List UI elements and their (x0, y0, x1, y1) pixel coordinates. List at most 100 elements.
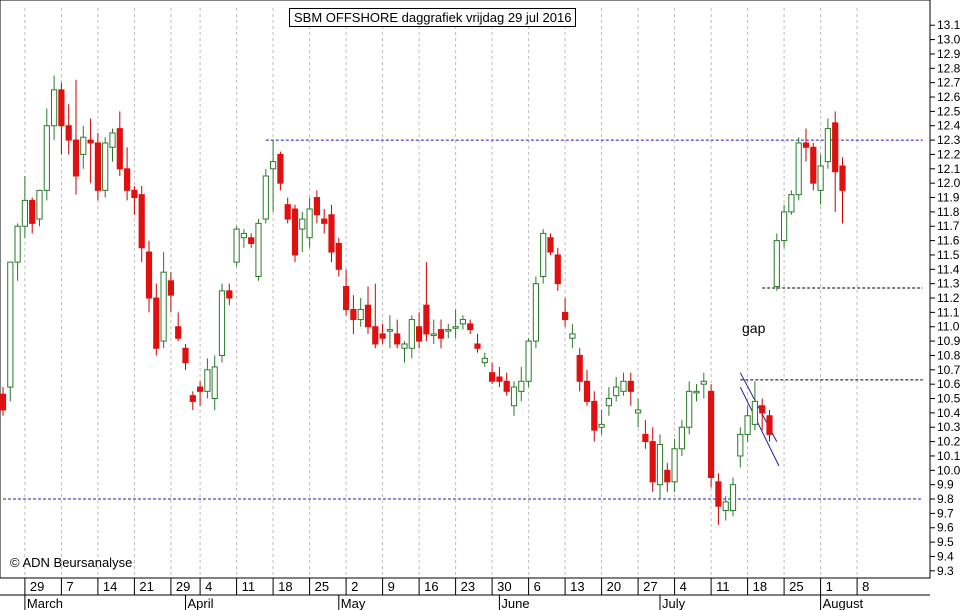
y-tick-label: 11.6 (937, 234, 960, 248)
y-tick-label: 11.0 (937, 320, 960, 334)
month-label: March (27, 596, 63, 610)
x-tick-label: 4 (680, 579, 687, 594)
candle-body (583, 380, 591, 402)
x-tick-label: 27 (643, 579, 657, 594)
candle-body (722, 501, 729, 512)
candle-body (656, 443, 664, 486)
candle-body (80, 136, 87, 155)
x-tick-label: 14 (103, 579, 117, 594)
candle-body (540, 232, 547, 277)
candle-body (233, 228, 240, 263)
candle-body (459, 319, 466, 325)
y-tick-label: 13.1 (937, 18, 961, 32)
y-tick-label: 12.4 (937, 119, 961, 133)
candle-body (255, 222, 262, 277)
y-tick-label: 9.4 (937, 549, 954, 563)
candle-body (145, 251, 153, 299)
candle-body (817, 165, 824, 191)
candle-body (598, 423, 605, 428)
candle-body (386, 329, 393, 332)
candle-body (445, 329, 452, 332)
candle-body (116, 128, 123, 170)
x-tick-label: 25 (315, 579, 329, 594)
candle-body (686, 390, 693, 428)
candle-body (737, 433, 744, 457)
candle-body (43, 125, 50, 191)
x-tick-label: 16 (424, 579, 438, 594)
candle-body (248, 237, 255, 244)
x-tick-label: 1 (826, 579, 833, 594)
candle-body (649, 441, 656, 483)
candle-body (824, 128, 831, 163)
y-tick-label: 11.2 (937, 291, 960, 305)
candle-body (802, 142, 810, 148)
candle-body (759, 405, 766, 414)
candle-body (467, 323, 474, 331)
y-tick-label: 11.7 (937, 219, 960, 233)
candle-body (394, 333, 401, 345)
candle-body (532, 283, 539, 342)
chart-title: SBM OFFSHORE daggrafiek vrijdag 29 jul 2… (289, 8, 577, 27)
candle-body (182, 347, 189, 364)
y-tick-label: 9.5 (937, 535, 954, 549)
y-tick-label: 10.8 (937, 348, 961, 362)
candle-body (226, 290, 233, 299)
candle-body (620, 380, 627, 392)
candle-body (65, 125, 72, 141)
candle-body (715, 481, 722, 507)
candle-body (627, 380, 634, 392)
y-tick-label: 10.1 (937, 449, 961, 463)
y-tick-label: 12.1 (937, 162, 961, 176)
candle-body (102, 142, 109, 191)
candle-body (788, 194, 795, 213)
x-tick-label: 29 (30, 579, 44, 594)
candle-body (240, 232, 248, 239)
y-tick-label: 9.7 (937, 506, 954, 520)
y-tick-label: 12.3 (937, 133, 961, 147)
x-tick-label: 23 (461, 579, 475, 594)
candle-body (313, 197, 320, 216)
candle-body (87, 139, 94, 144)
candle-body (343, 286, 350, 311)
y-tick-label: 11.3 (937, 277, 960, 291)
candle-body (197, 386, 204, 392)
candle-body (474, 343, 481, 349)
candle-body (554, 254, 561, 285)
plot-frame (0, 0, 931, 579)
candle-body (605, 398, 612, 407)
y-tick-label: 10.3 (937, 420, 961, 434)
candle-body (839, 165, 846, 191)
candle-body (700, 380, 707, 385)
candle-body (729, 484, 737, 512)
candle-body (693, 390, 700, 394)
y-tick-label: 9.3 (937, 564, 954, 578)
candle-body (94, 142, 102, 191)
candle-body (437, 329, 445, 339)
candle-body (430, 333, 437, 336)
candle-body (306, 208, 313, 239)
x-tick-label: 18 (753, 579, 767, 594)
candle-body (810, 146, 817, 184)
candle-body (321, 218, 328, 224)
candle-body (335, 242, 342, 270)
candle-body (503, 380, 510, 392)
candle-body (357, 309, 364, 321)
candle-body (416, 326, 423, 342)
candle-body (218, 290, 226, 356)
candle-body (350, 309, 357, 321)
candle-body (72, 139, 80, 177)
candle-body (153, 297, 160, 349)
y-tick-label: 10.6 (937, 377, 961, 391)
candle-body (489, 372, 496, 382)
y-tick-label: 9.9 (937, 478, 954, 492)
candle-body (167, 280, 175, 296)
y-tick-label: 10.9 (937, 334, 961, 348)
candle-body (29, 199, 36, 224)
y-tick-label: 10.0 (937, 463, 961, 477)
candle-body (124, 168, 131, 191)
x-tick-label: 30 (497, 579, 511, 594)
x-tick-label: 20 (607, 579, 621, 594)
x-tick-label: 21 (139, 579, 153, 594)
y-tick-label: 12.6 (937, 90, 961, 104)
